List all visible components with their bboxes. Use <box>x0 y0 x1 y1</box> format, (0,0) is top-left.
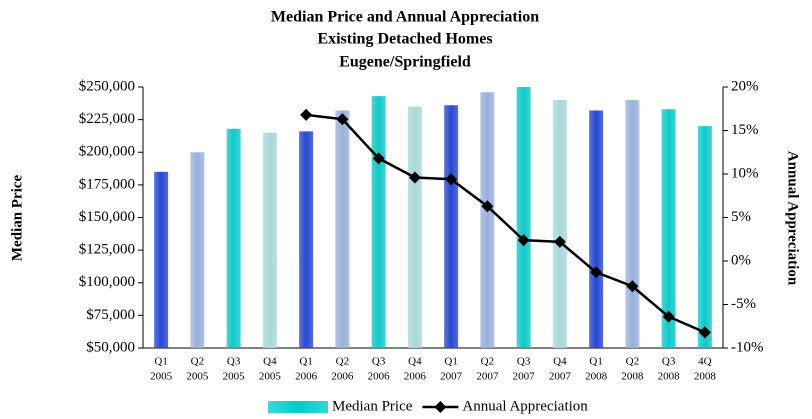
y-tick-label: $50,000 <box>86 339 135 355</box>
x-tick-label: 2008 <box>658 371 681 383</box>
x-tick-label: 2006 <box>295 371 318 383</box>
x-tick-label: Q4 <box>263 356 277 368</box>
marker <box>408 171 421 184</box>
y2-tick-label: 5% <box>731 209 751 225</box>
y-tick-label: $225,000 <box>79 111 135 127</box>
x-tick-label: Q2 <box>481 356 494 368</box>
x-tick-label: Q1 <box>589 356 602 368</box>
x-tick-label: Q4 <box>408 356 422 368</box>
y-tick-label: $175,000 <box>79 176 135 192</box>
y2-tick-label: 0% <box>731 252 751 268</box>
bar <box>226 128 241 348</box>
marker <box>336 113 349 126</box>
line <box>305 113 706 334</box>
bar <box>661 109 676 348</box>
bar <box>444 105 459 349</box>
bar <box>625 100 640 348</box>
y-tick-label: $125,000 <box>79 242 135 258</box>
chart-title: Existing Detached Homes <box>317 31 492 48</box>
marker <box>553 235 566 248</box>
legend-swatch <box>268 401 328 413</box>
x-tick-label: Q2 <box>191 356 204 368</box>
y-tick-label: $100,000 <box>79 274 135 290</box>
marker <box>662 310 675 323</box>
x-tick-label: Q4 <box>553 356 567 368</box>
x-tick-label: Q1 <box>154 356 167 368</box>
bar <box>371 96 386 348</box>
x-tick-label: 2005 <box>186 371 209 383</box>
y-tick-label: $200,000 <box>79 144 135 160</box>
bar <box>516 87 531 348</box>
x-tick-label: 2005 <box>223 371 246 383</box>
bar <box>335 110 350 349</box>
y-axis-title: Median Price <box>9 175 25 262</box>
x-tick-label: 2005 <box>150 371 173 383</box>
x-tick-label: Q3 <box>372 356 386 368</box>
bar <box>299 131 314 348</box>
y2-tick-label: 15% <box>731 122 759 138</box>
y2-tick-label: -10% <box>731 339 764 355</box>
x-tick-label: 2008 <box>694 371 717 383</box>
legend-label: Median Price <box>332 398 413 414</box>
marker <box>445 173 458 186</box>
y2-tick-label: 10% <box>731 165 759 181</box>
x-tick-label: 2008 <box>621 371 644 383</box>
x-tick-label: Q2 <box>626 356 639 368</box>
marker <box>590 266 603 279</box>
bar <box>552 100 567 348</box>
y-tick-label: $250,000 <box>79 78 135 94</box>
x-tick-label: Q1 <box>444 356 457 368</box>
x-tick-label: 2006 <box>404 371 427 383</box>
x-tick-label: 2007 <box>513 371 536 383</box>
x-tick-label: 2005 <box>259 371 282 383</box>
x-tick-label: 2007 <box>440 371 463 383</box>
x-tick-label: Q3 <box>517 356 531 368</box>
bar <box>697 126 712 349</box>
x-tick-label: 4Q <box>698 356 712 368</box>
y2-tick-label: 20% <box>731 78 759 94</box>
x-tick-label: 2007 <box>476 371 499 383</box>
x-tick-label: Q3 <box>227 356 241 368</box>
chart-title: Eugene/Springfield <box>339 54 471 71</box>
marker <box>481 200 494 213</box>
y2-axis-title: Annual Appreciation <box>785 151 801 286</box>
x-tick-label: 2007 <box>549 371 572 383</box>
x-tick-label: 2008 <box>585 371 608 383</box>
x-tick-label: Q3 <box>662 356 676 368</box>
bar <box>589 110 604 349</box>
x-tick-label: Q2 <box>336 356 349 368</box>
y-tick-label: $75,000 <box>86 307 135 323</box>
chart-title: Median Price and Annual Appreciation <box>271 9 539 26</box>
bar <box>154 171 169 348</box>
legend-swatch <box>434 401 447 413</box>
marker <box>300 108 313 121</box>
bar <box>407 106 422 348</box>
bar <box>262 132 277 348</box>
x-tick-label: 2006 <box>368 371 391 383</box>
x-tick-label: Q1 <box>299 356 312 368</box>
y-tick-label: $150,000 <box>79 209 135 225</box>
marker <box>517 234 530 247</box>
bar <box>190 152 205 348</box>
y2-tick-label: -5% <box>731 296 756 312</box>
marker <box>372 152 385 165</box>
bar <box>480 92 495 348</box>
marker <box>626 280 639 293</box>
marker <box>698 326 711 339</box>
x-tick-label: 2006 <box>331 371 354 383</box>
legend-label: Annual Appreciation <box>462 398 588 414</box>
